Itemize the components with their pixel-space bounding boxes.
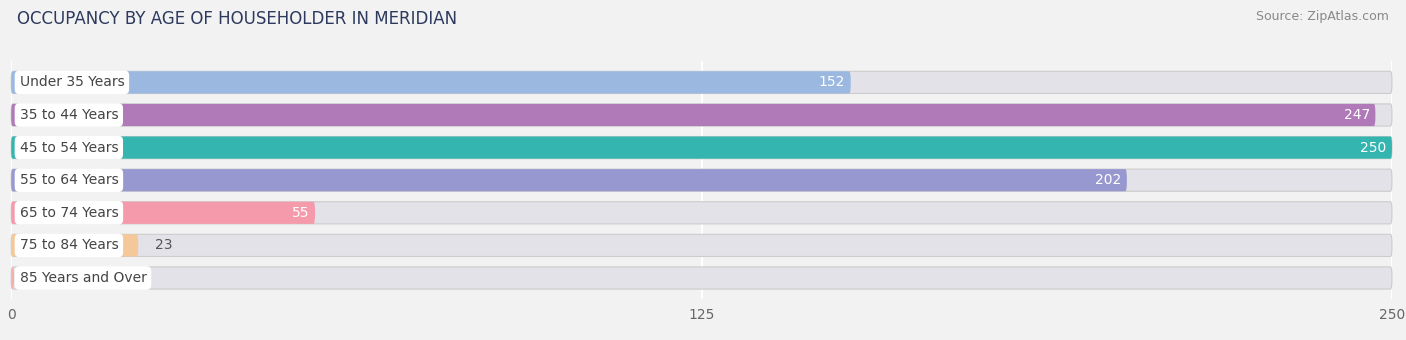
Text: Source: ZipAtlas.com: Source: ZipAtlas.com [1256,10,1389,23]
FancyBboxPatch shape [11,234,138,256]
Text: 152: 152 [818,75,845,89]
Text: OCCUPANCY BY AGE OF HOUSEHOLDER IN MERIDIAN: OCCUPANCY BY AGE OF HOUSEHOLDER IN MERID… [17,10,457,28]
Text: 45 to 54 Years: 45 to 54 Years [20,141,118,155]
FancyBboxPatch shape [11,137,1392,159]
FancyBboxPatch shape [11,267,14,289]
Text: 75 to 84 Years: 75 to 84 Years [20,238,118,252]
FancyBboxPatch shape [11,104,1375,126]
Text: 0: 0 [39,271,48,285]
Text: 247: 247 [1344,108,1369,122]
Text: 202: 202 [1095,173,1122,187]
FancyBboxPatch shape [11,202,1392,224]
FancyBboxPatch shape [11,137,1392,159]
FancyBboxPatch shape [11,234,1392,256]
Text: 55: 55 [292,206,309,220]
Text: 23: 23 [155,238,173,252]
Text: 250: 250 [1360,141,1386,155]
FancyBboxPatch shape [11,71,1392,94]
FancyBboxPatch shape [11,202,315,224]
FancyBboxPatch shape [11,267,1392,289]
Text: 35 to 44 Years: 35 to 44 Years [20,108,118,122]
FancyBboxPatch shape [11,169,1126,191]
Text: 55 to 64 Years: 55 to 64 Years [20,173,118,187]
FancyBboxPatch shape [11,104,1392,126]
Text: Under 35 Years: Under 35 Years [20,75,124,89]
FancyBboxPatch shape [11,169,1392,191]
FancyBboxPatch shape [11,71,851,94]
Text: 85 Years and Over: 85 Years and Over [20,271,146,285]
Text: 65 to 74 Years: 65 to 74 Years [20,206,118,220]
